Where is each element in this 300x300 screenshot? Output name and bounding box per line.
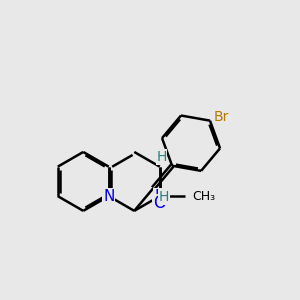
Text: H: H [156,150,167,164]
Text: CH₃: CH₃ [193,190,216,202]
Text: N: N [103,189,114,204]
Text: O: O [153,194,166,212]
Text: H: H [158,190,169,204]
Text: Br: Br [214,110,229,124]
Text: N: N [154,189,165,204]
